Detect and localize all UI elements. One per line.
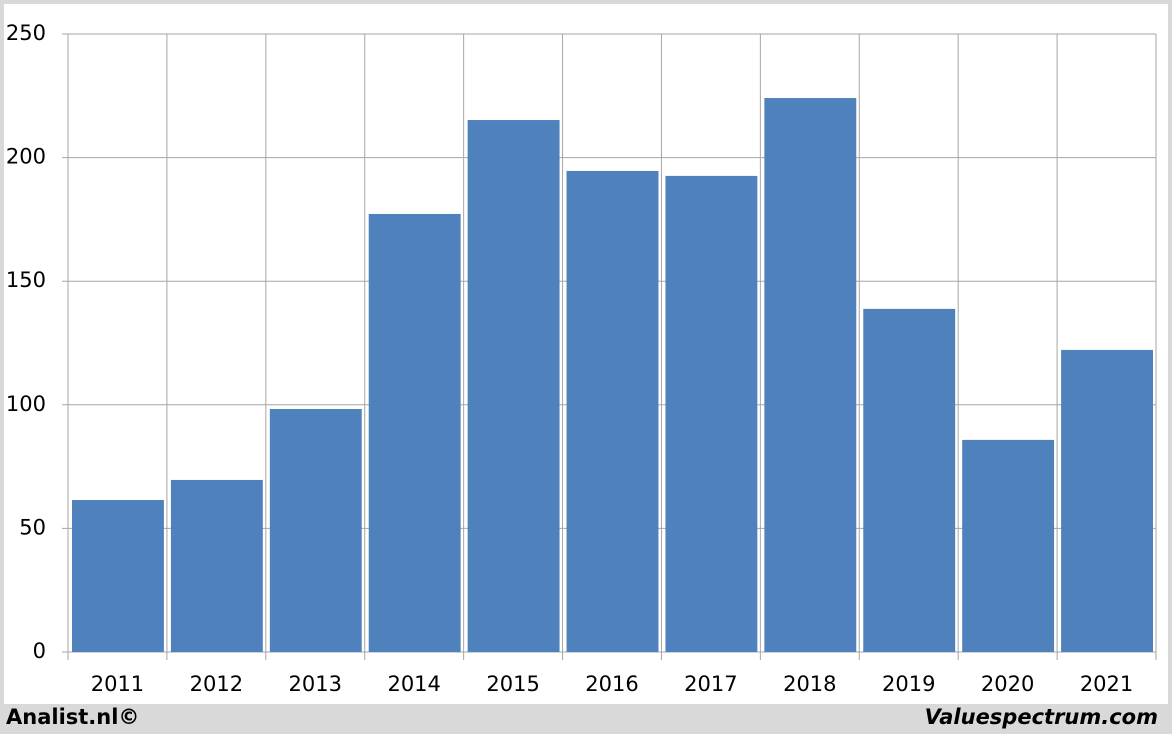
y-tick-label: 0 bbox=[33, 639, 46, 663]
y-tick-label: 50 bbox=[19, 515, 46, 539]
y-tick-label: 200 bbox=[6, 145, 46, 169]
x-tick-label: 2012 bbox=[190, 672, 243, 696]
x-tick-label: 2015 bbox=[486, 672, 539, 696]
bar bbox=[566, 170, 659, 653]
x-tick-label: 2014 bbox=[387, 672, 440, 696]
x-tick-label: 2016 bbox=[585, 672, 638, 696]
x-tick-label: 2013 bbox=[289, 672, 342, 696]
bar bbox=[467, 120, 560, 653]
bar bbox=[1061, 349, 1153, 652]
y-tick-label: 150 bbox=[6, 268, 46, 292]
bar bbox=[368, 213, 461, 652]
bar bbox=[72, 499, 164, 652]
x-tick-label: 2021 bbox=[1080, 672, 1133, 696]
bar bbox=[269, 409, 362, 652]
y-tick-label: 100 bbox=[6, 392, 46, 416]
bar bbox=[962, 439, 1055, 652]
credit-left: Analist.nl© bbox=[6, 705, 139, 729]
x-tick-label: 2018 bbox=[783, 672, 836, 696]
x-tick-label: 2020 bbox=[981, 672, 1034, 696]
x-tick-label: 2019 bbox=[882, 672, 935, 696]
x-tick-label: 2017 bbox=[684, 672, 737, 696]
credit-right: Valuespectrum.com bbox=[925, 705, 1158, 729]
bar bbox=[665, 175, 758, 652]
bar bbox=[863, 308, 956, 652]
y-tick-label: 250 bbox=[6, 21, 46, 45]
bar bbox=[170, 479, 263, 652]
x-tick-label: 2011 bbox=[91, 672, 144, 696]
bar bbox=[764, 98, 857, 653]
